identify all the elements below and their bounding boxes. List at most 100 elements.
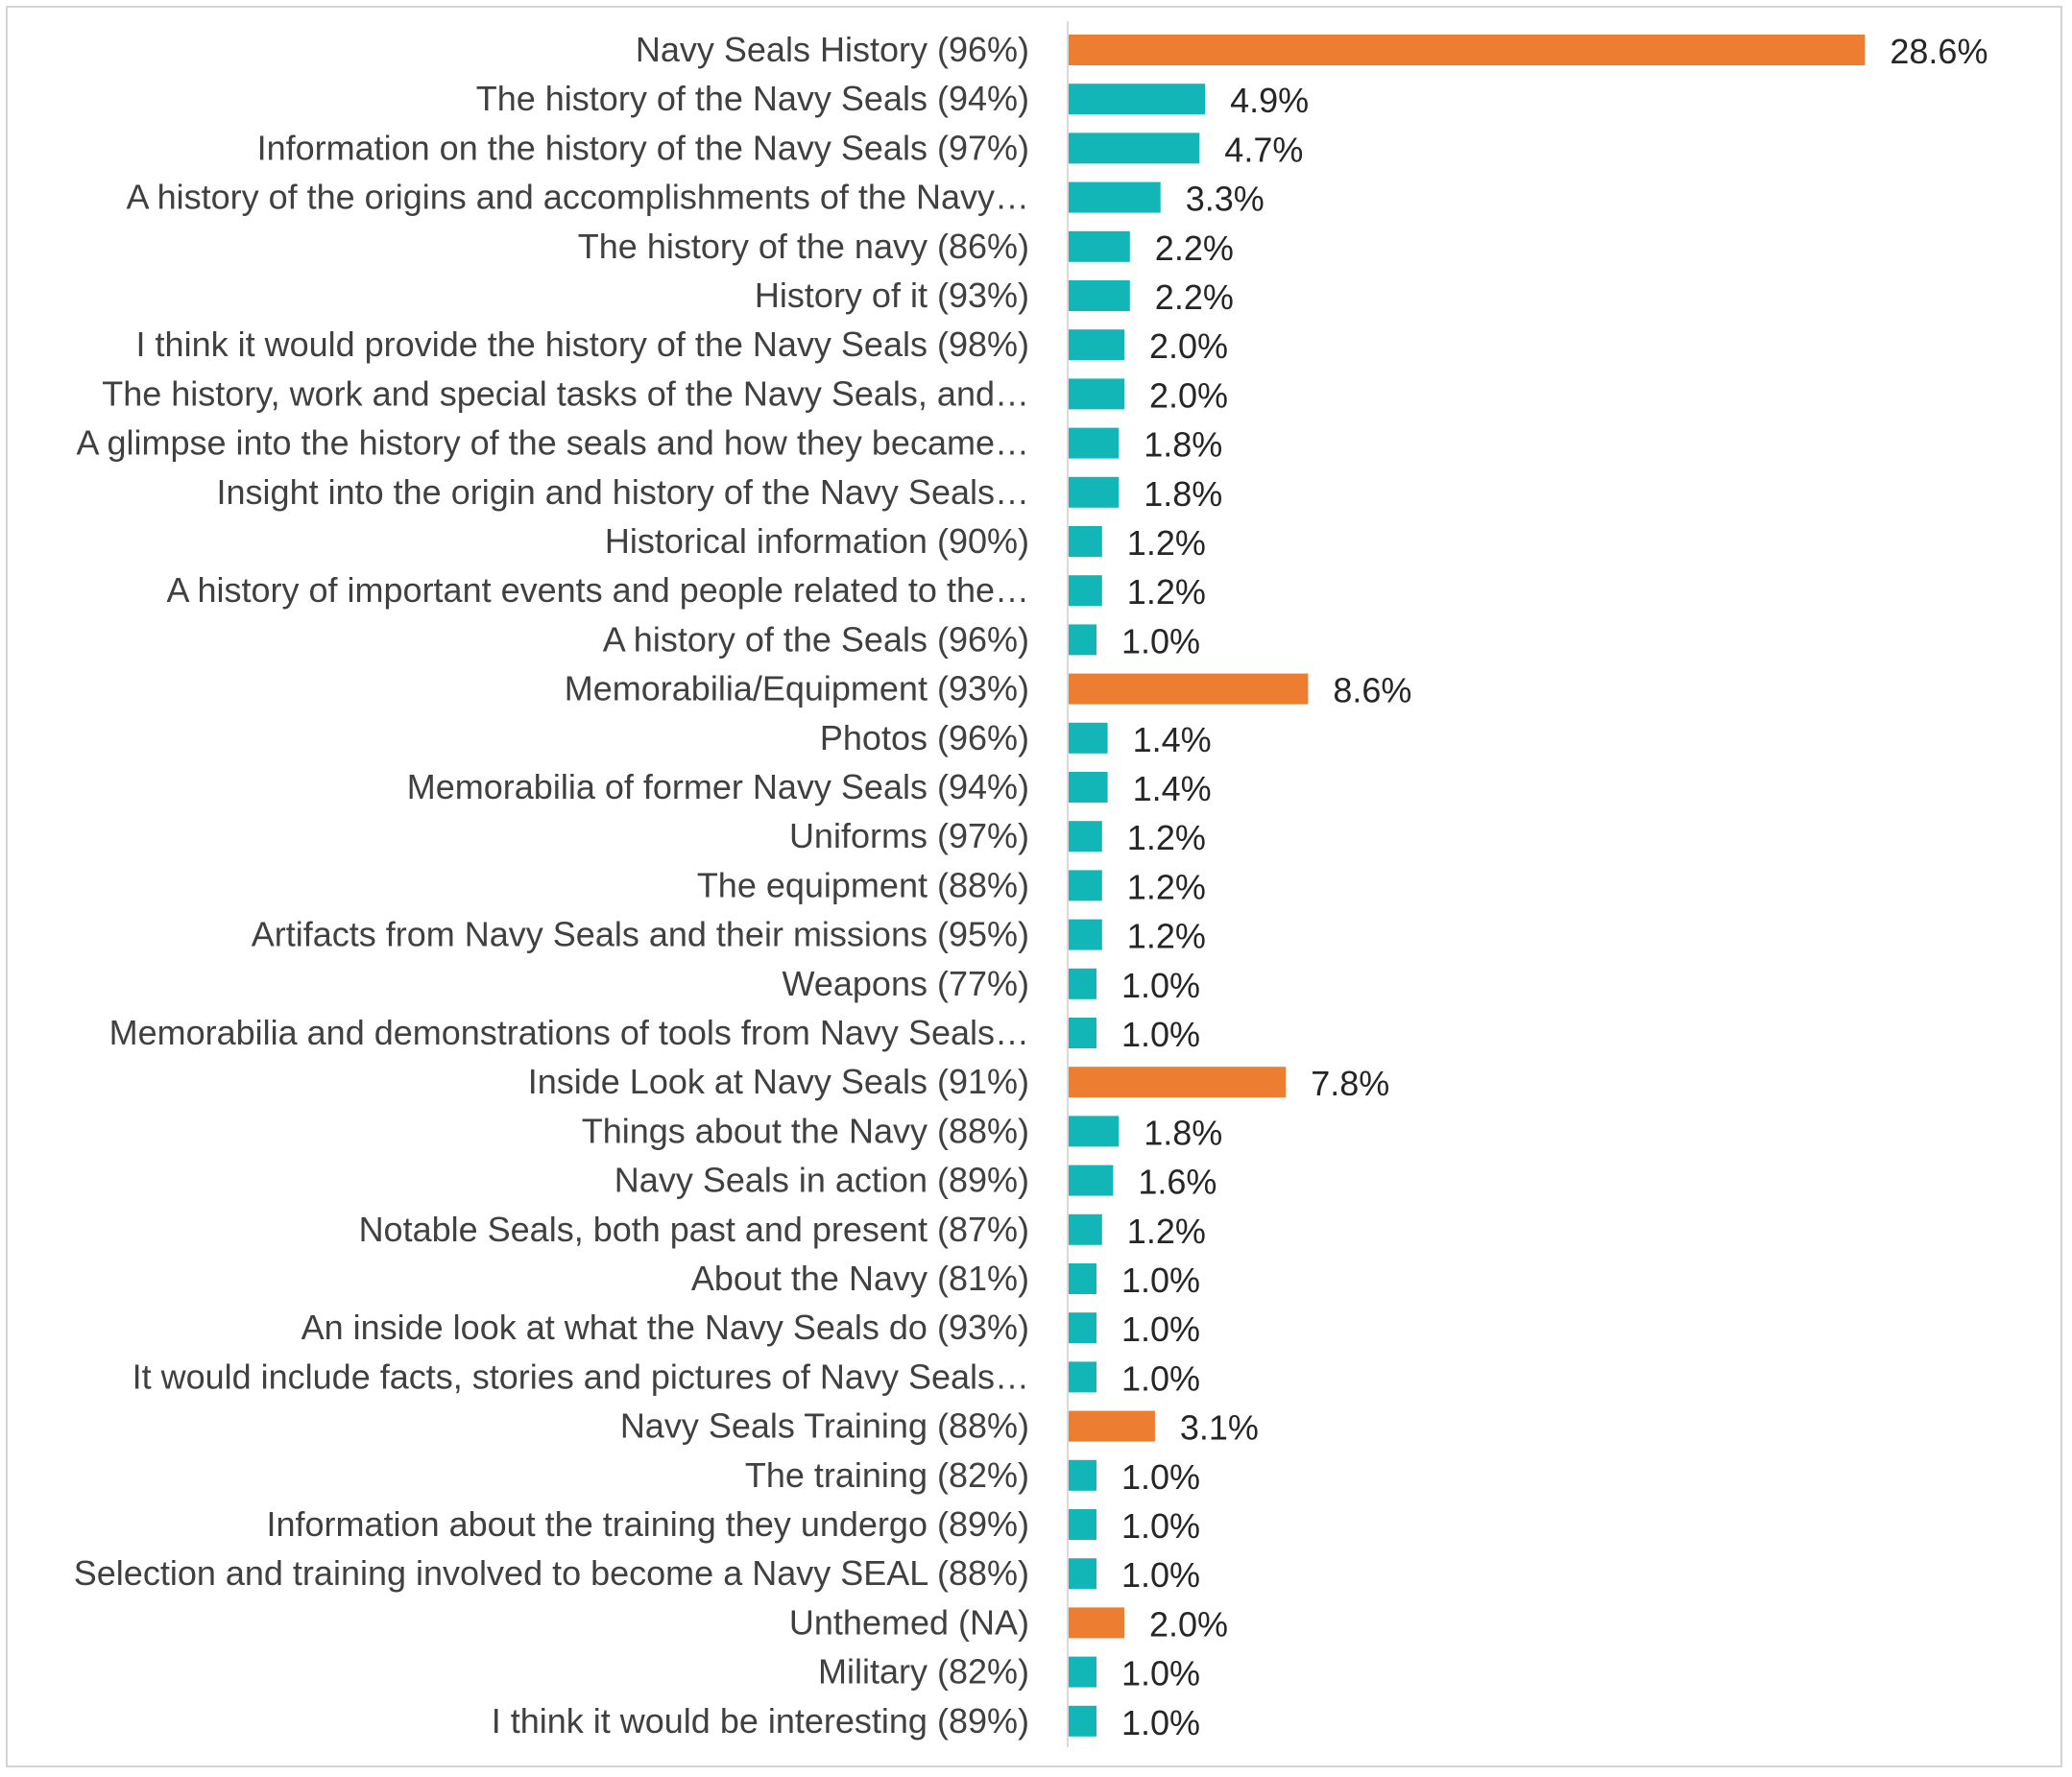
response-bar [1069,1459,1096,1491]
category-label: Insight into the origin and history of t… [217,472,1029,512]
category-label: Memorabilia and demonstrations of tools … [109,1013,1029,1052]
category-label: History of it (93%) [755,276,1029,315]
value-label: 1.8% [1144,474,1222,514]
category-label: Notable Seals, both past and present (87… [359,1210,1029,1249]
value-label: 1.0% [1121,1703,1200,1742]
value-label: 1.2% [1127,523,1206,563]
value-label: 1.4% [1133,769,1212,808]
value-label: 1.0% [1121,1015,1200,1054]
theme-bar [1069,1067,1287,1098]
category-label: A history of the Seals (96%) [603,619,1029,659]
value-label: 1.0% [1121,621,1200,660]
value-label: 1.0% [1121,1506,1200,1546]
response-bar [1069,476,1120,508]
response-bar [1069,722,1108,754]
value-label: 7.8% [1311,1064,1389,1103]
category-label: Military (82%) [818,1652,1029,1692]
labels-layer: Navy Seals History (96%) 28.6% The history… [74,30,1988,1742]
category-label: The training (82%) [745,1455,1029,1495]
response-bar [1069,968,1096,999]
response-bar [1069,329,1124,361]
category-label: Uniforms (97%) [789,816,1029,855]
value-label: 1.0% [1121,1309,1200,1349]
response-bar [1069,919,1102,950]
value-label: 1.2% [1127,818,1206,857]
value-label: 1.8% [1144,1113,1222,1152]
response-bar [1069,1558,1096,1590]
value-label: 2.0% [1149,1604,1228,1644]
category-label: Memorabilia of former Navy Seals (94%) [407,767,1029,806]
category-label: Inside Look at Navy Seals (91%) [528,1062,1029,1101]
category-label: Weapons (77%) [783,964,1029,1003]
category-label: About the Navy (81%) [691,1259,1029,1298]
response-bar [1069,1018,1096,1048]
value-label: 2.0% [1149,326,1228,366]
response-bar [1069,1509,1096,1540]
value-label: 28.6% [1890,32,1988,71]
response-bar [1069,870,1102,901]
value-label: 1.2% [1127,572,1206,612]
response-bar [1069,1361,1096,1393]
category-label: I think it would be interesting (89%) [492,1701,1029,1741]
category-label: Things about the Navy (88%) [582,1111,1029,1150]
category-label: It would include facts, stories and pict… [133,1357,1029,1396]
value-label: 1.4% [1133,720,1212,759]
category-label: Information on the history of the Navy S… [257,128,1029,167]
value-label: 8.6% [1333,671,1411,710]
value-label: 1.8% [1144,425,1222,465]
value-label: 1.0% [1121,1457,1200,1497]
response-bar [1069,1263,1096,1294]
category-label: The history of the Navy Seals (94%) [476,79,1029,118]
category-label: A glimpse into the history of the seals … [76,423,1029,463]
value-label: 1.2% [1127,1212,1206,1251]
value-label: 1.0% [1121,1654,1200,1693]
value-label: 2.2% [1155,228,1234,268]
response-bar [1069,1213,1102,1245]
theme-bar [1069,1410,1155,1442]
category-label: Photos (96%) [820,718,1029,757]
category-label: The history, work and special tasks of t… [102,373,1029,413]
value-label: 4.9% [1230,81,1309,120]
response-bar [1069,526,1102,557]
category-label: The history of the navy (86%) [578,227,1029,266]
response-bar [1069,1116,1120,1147]
response-bar [1069,280,1130,311]
response-bar [1069,1656,1096,1688]
response-bar [1069,1705,1096,1737]
response-bar [1069,575,1102,607]
bars-layer [1069,35,1866,1737]
value-label: 1.0% [1121,966,1200,1005]
value-label: 3.1% [1180,1408,1259,1448]
theme-bar [1069,673,1309,705]
category-label: Navy Seals History (96%) [636,30,1029,69]
category-label: Artifacts from Navy Seals and their miss… [252,915,1029,954]
response-bar [1069,624,1096,656]
response-bar [1069,230,1130,262]
category-label: A history of important events and people… [166,570,1029,610]
value-label: 1.0% [1121,1261,1200,1300]
value-label: 4.7% [1224,130,1303,169]
category-label: Selection and training involved to becom… [74,1553,1029,1593]
value-label: 1.2% [1127,867,1206,906]
category-label: The equipment (88%) [697,865,1029,904]
category-label: Historical information (90%) [605,521,1029,561]
value-label: 2.0% [1149,375,1228,415]
category-label: I think it would provide the history of … [136,324,1029,364]
value-label: 1.6% [1138,1163,1217,1202]
category-label: An inside look at what the Navy Seals do… [301,1308,1029,1347]
value-label: 1.0% [1121,1555,1200,1595]
response-bar [1069,772,1108,803]
theme-bar [1069,35,1866,65]
value-label: 1.2% [1127,917,1206,956]
response-bar [1069,181,1161,213]
response-bar [1069,427,1120,459]
value-label: 1.0% [1121,1358,1200,1398]
response-bar [1069,378,1124,410]
response-bar [1069,1312,1096,1344]
response-bar [1069,821,1102,852]
value-label: 2.2% [1155,277,1234,317]
category-label: Navy Seals in action (89%) [614,1161,1029,1200]
chart-frame [6,6,2062,1767]
category-label: Unthemed (NA) [789,1602,1029,1642]
